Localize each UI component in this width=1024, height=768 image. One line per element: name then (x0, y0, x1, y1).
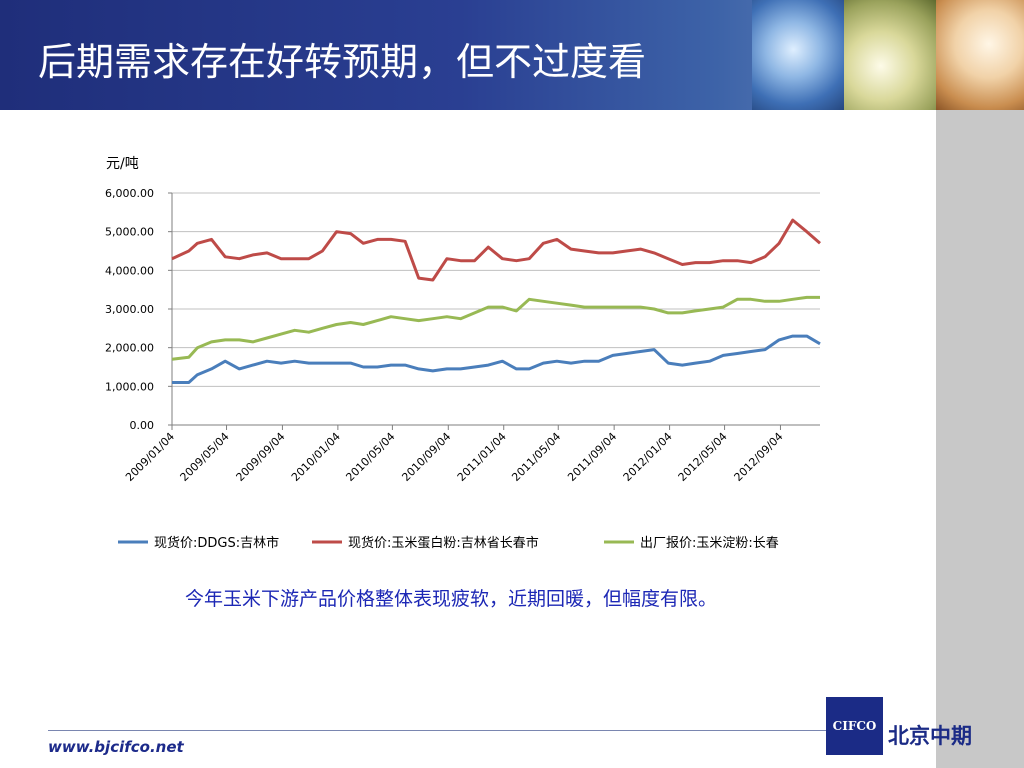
x-tick-label: 2009/01/04 (123, 430, 177, 484)
x-tick-label: 2011/01/04 (455, 430, 509, 484)
x-tick-label: 2009/05/04 (178, 430, 232, 484)
y-tick-label: 3,000.00 (105, 303, 154, 316)
cifco-logo: CIFCO (826, 697, 883, 755)
series-line-1 (172, 334, 821, 384)
slide-title: 后期需求存在好转预期，但不过度看 (38, 40, 647, 84)
legend-label-3: 出厂报价:玉米淀粉:长春 (640, 536, 779, 551)
x-tick-label: 2011/09/04 (565, 430, 619, 484)
company-name: 北京中期 (888, 724, 972, 748)
price-line-chart: 元/吨 6,000.00 5,000.00 4,000.00 3,000.00 2,000… (105, 156, 821, 551)
x-tick-label: 2009/09/04 (234, 430, 288, 484)
calculator-photo (844, 0, 936, 110)
x-tick-label: 2010/09/04 (399, 430, 453, 484)
footer-divider (48, 730, 828, 731)
header-banner: 后期需求存在好转预期，但不过度看 (0, 0, 1024, 110)
x-tick-label: 2010/05/04 (343, 430, 397, 484)
x-tick-label: 2012/01/04 (621, 430, 675, 484)
x-tick-label: 2012/05/04 (676, 430, 730, 484)
right-sidebar (936, 110, 1024, 768)
slide-caption: 今年玉米下游产品价格整体表现疲软，近期回暖，但幅度有限。 (185, 588, 718, 610)
x-tick-label: 2010/01/04 (289, 430, 343, 484)
x-tick-label: 2011/05/04 (509, 430, 563, 484)
pen-photo (936, 0, 1024, 110)
logo-abbr: CIFCO (832, 719, 877, 733)
legend-label-1: 现货价:DDGS:吉林市 (154, 535, 279, 551)
footer-url[interactable]: www.bjcifco.net (48, 738, 184, 756)
y-tick-label: 0.00 (130, 419, 155, 432)
y-tick-label: 2,000.00 (105, 342, 154, 355)
y-axis-unit-label: 元/吨 (106, 156, 139, 172)
series-line-2 (171, 218, 821, 282)
x-tick-label: 2012/09/04 (732, 430, 786, 484)
series-line-3 (171, 295, 820, 361)
legend-label-2: 现货价:玉米蛋白粉:吉林省长春市 (348, 535, 539, 551)
y-tick-label: 1,000.00 (105, 380, 154, 393)
y-tick-label: 6,000.00 (105, 187, 154, 200)
clock-photo (752, 0, 844, 110)
y-tick-label: 5,000.00 (105, 226, 154, 239)
y-tick-label: 4,000.00 (105, 264, 154, 277)
